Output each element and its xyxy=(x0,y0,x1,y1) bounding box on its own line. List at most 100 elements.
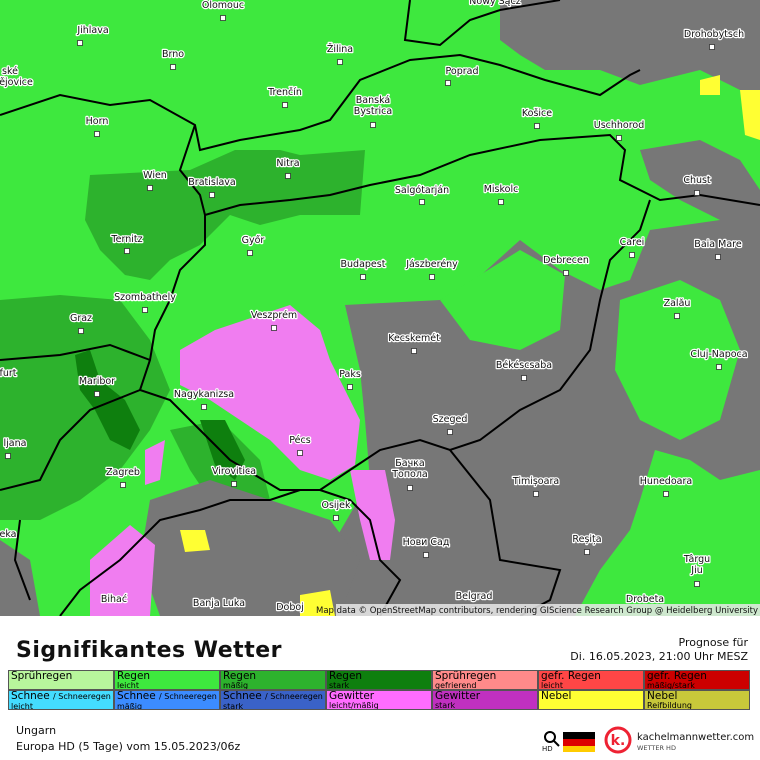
legend-note: / Schneeregen xyxy=(265,692,323,701)
city-label: Târgu xyxy=(683,554,710,565)
city-dot xyxy=(715,254,721,260)
city-label: Nagykanizsa xyxy=(174,389,234,400)
city-dot xyxy=(170,64,176,70)
city-label: Bystrica xyxy=(354,106,392,117)
city-label: Jihlava xyxy=(76,25,108,36)
city-label: Jiu xyxy=(690,565,702,576)
flag-icon[interactable] xyxy=(563,732,595,752)
city-label: Belgrad xyxy=(456,591,493,602)
city-label: Virovitica xyxy=(212,466,256,477)
city-label: Trenčín xyxy=(267,87,302,98)
forecast-time: Di. 16.05.2023, 21:00 Uhr MESZ xyxy=(570,650,748,663)
city-dot xyxy=(94,391,100,397)
city-label: Carei xyxy=(620,237,645,248)
city-dot xyxy=(674,313,680,319)
city-label: Timișoara xyxy=(512,476,559,487)
city-label: Zalău xyxy=(664,298,691,309)
city-label: Bratislava xyxy=(188,177,235,188)
city-label: Osijek xyxy=(321,500,351,511)
city-label: Ternitz xyxy=(110,234,142,245)
city-labels: Olomouc Nowy Sącz Jihlava Brno Žilina Poprad D… xyxy=(0,0,749,614)
zoom-label: HD xyxy=(542,745,553,753)
legend-cell: Nebel Reifbildung xyxy=(644,690,750,710)
city-label: Drobeta xyxy=(626,594,664,605)
city-label: Drohobytsch xyxy=(684,29,744,40)
legend-cell: Schnee / Schneeregen leicht xyxy=(8,690,114,710)
legend-cell: Sprühregen gefrierend xyxy=(432,670,538,690)
city-label: eka xyxy=(0,529,17,540)
city-label: Maribor xyxy=(79,376,115,387)
legend-cell: Schnee / Schneeregen stark xyxy=(220,690,326,710)
city-dot xyxy=(423,552,429,558)
legend-sub: stark xyxy=(223,702,244,710)
city-dot xyxy=(370,122,376,128)
city-dot xyxy=(147,185,153,191)
legend-label: Nebel xyxy=(647,690,678,702)
legend-sub: gefrierend xyxy=(435,681,477,690)
legend-label: Gewitter xyxy=(435,690,481,702)
city-label: Debrecen xyxy=(543,255,589,266)
legend-label: Regen xyxy=(223,670,257,682)
city-label: furt xyxy=(0,368,17,379)
city-dot xyxy=(297,450,303,456)
zoom-icon[interactable] xyxy=(542,730,562,750)
city-dot xyxy=(247,250,253,256)
legend-sub: mäßig/stark xyxy=(647,681,695,690)
city-dot xyxy=(616,135,622,141)
city-label: Graz xyxy=(70,313,92,324)
city-label: Baia Mare xyxy=(694,239,742,250)
city-label: Salgótarján xyxy=(395,185,449,196)
city-label: ějovice xyxy=(0,77,33,88)
legend-sub: stark xyxy=(435,701,456,710)
attribution-bg xyxy=(336,604,760,616)
city-dot xyxy=(498,199,504,205)
logo-name: kachelmannwetter.com xyxy=(637,732,755,743)
city-label: Chust xyxy=(683,175,711,186)
city-dot xyxy=(209,192,215,198)
rain-heavy-areas xyxy=(75,350,245,480)
city-label: Uschhorod xyxy=(594,120,645,131)
city-label: Hunedoara xyxy=(640,476,692,487)
fog-areas xyxy=(180,75,760,616)
city-label: ské xyxy=(2,66,18,77)
legend-cell: Gewitter leicht/mäßig xyxy=(326,690,432,710)
city-dot xyxy=(694,581,700,587)
legend-sub: leicht xyxy=(117,681,139,690)
legend-note: / Schneeregen xyxy=(159,692,217,701)
legend-label: gefr. Regen xyxy=(541,670,601,682)
legend-cell: Schnee / Schneeregen mäßig xyxy=(114,690,220,710)
city-label: Žilina xyxy=(327,43,353,55)
legend-cell: Sprühregen xyxy=(8,670,114,690)
city-label: ljana xyxy=(4,438,27,449)
legend-label: Sprühregen xyxy=(11,670,73,682)
legend-cell: gefr. Regen leicht xyxy=(538,670,644,690)
city-label: Szeged xyxy=(433,414,468,425)
legend-cell: Regen mäßig xyxy=(220,670,326,690)
city-dot xyxy=(563,270,569,276)
map: Olomouc Nowy Sącz Jihlava Brno Žilina Poprad D… xyxy=(0,0,760,616)
legend-label: Regen xyxy=(117,670,151,682)
city-dot xyxy=(429,274,435,280)
legend-cell: Regen leicht xyxy=(114,670,220,690)
city-label: Zagreb xyxy=(106,467,140,478)
city-dot xyxy=(231,481,237,487)
city-dot xyxy=(419,199,425,205)
city-dot xyxy=(411,348,417,354)
city-label: Budapest xyxy=(341,259,386,270)
city-label: Nitra xyxy=(276,158,299,169)
city-dot xyxy=(521,375,527,381)
city-dot xyxy=(124,248,130,254)
city-label: Bihać xyxy=(101,594,127,605)
city-dot xyxy=(407,485,413,491)
legend-sub: Reifbildung xyxy=(647,701,692,710)
title: Signifikantes Wetter xyxy=(16,638,282,663)
city-dot xyxy=(360,274,366,280)
city-dot xyxy=(333,515,339,521)
city-label: Szombathely xyxy=(114,292,176,303)
city-label: Нови Сад xyxy=(403,537,450,548)
country-borders xyxy=(0,0,760,616)
city-label: Horn xyxy=(86,116,109,127)
city-label: Békéscsaba xyxy=(496,360,552,371)
city-dot xyxy=(716,364,722,370)
